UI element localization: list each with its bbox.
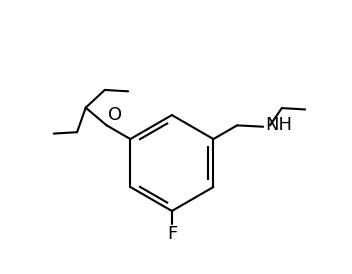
Text: O: O xyxy=(108,106,122,124)
Text: NH: NH xyxy=(265,116,293,134)
Text: F: F xyxy=(167,225,177,243)
